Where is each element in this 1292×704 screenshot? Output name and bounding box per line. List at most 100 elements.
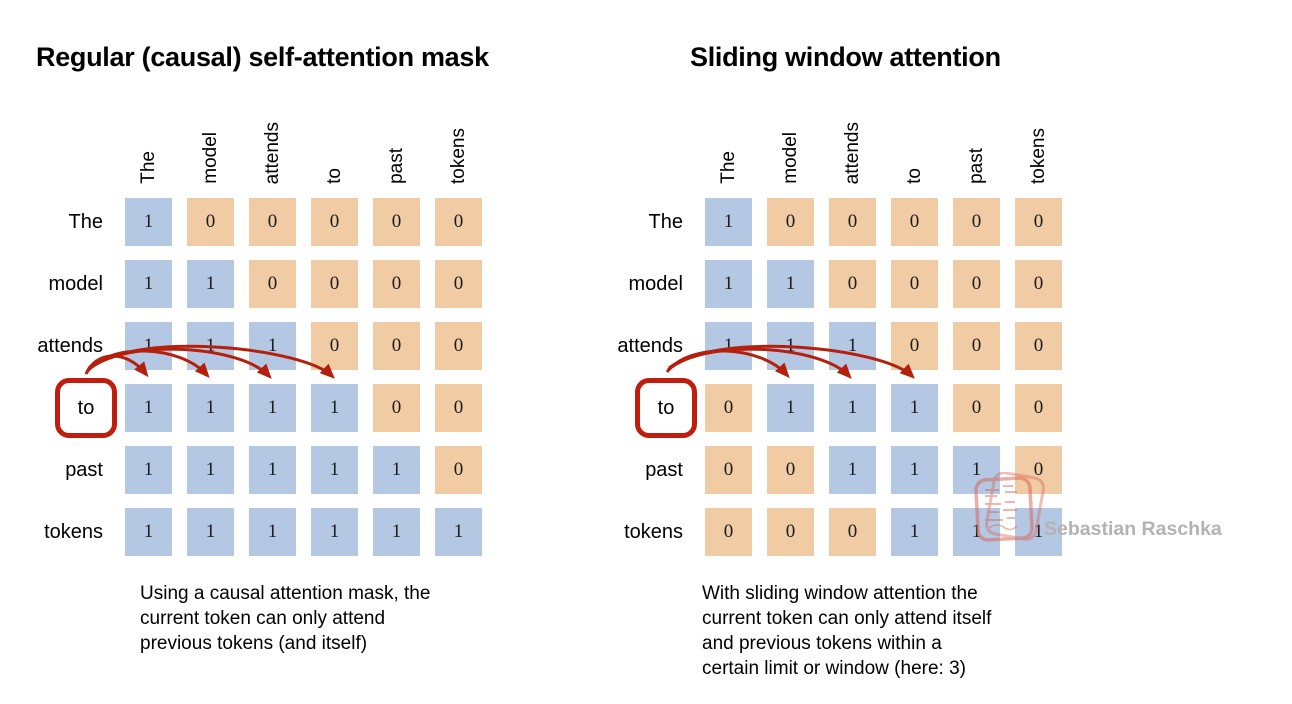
matrix-cell-sliding-r0-c0: 1 [705, 198, 752, 246]
matrix-cell-causal-r2-c5: 0 [435, 322, 482, 370]
column-header-label: attends [842, 121, 863, 184]
matrix-cell-sliding-r3-c3: 1 [891, 384, 938, 432]
matrix-cell-sliding-r0-c2: 0 [829, 198, 876, 246]
matrix-cell-causal-r1-c5: 0 [435, 260, 482, 308]
matrix-cell-sliding-r1-c2: 0 [829, 260, 876, 308]
matrix-cell-causal-r0-c5: 0 [435, 198, 482, 246]
matrix-cell-sliding-r0-c3: 0 [891, 198, 938, 246]
sliding-attention-matrix: The model attends to past tokens The 1 0 0 0 0 0 mode… [605, 89, 1062, 556]
matrix-cell-causal-r3-c4: 0 [373, 384, 420, 432]
matrix-cell-causal-r0-c1: 0 [187, 198, 234, 246]
panel-title-sliding: Sliding window attention [690, 42, 1001, 72]
matrix-cell-sliding-r0-c4: 0 [953, 198, 1000, 246]
matrix-cell-sliding-r5-c2: 0 [829, 508, 876, 556]
column-header-to: to [311, 89, 358, 184]
row-label-text: attends [37, 334, 103, 357]
publisher-stamp-logo [974, 472, 1045, 542]
column-header-model: model [187, 89, 234, 184]
column-header-label: past [966, 148, 987, 184]
matrix-cell-causal-r4-c1: 1 [187, 446, 234, 494]
matrix-cell-sliding-r3-c2: 1 [829, 384, 876, 432]
row-label-text: The [68, 210, 103, 233]
matrix-cell-sliding-r5-c1: 0 [767, 508, 814, 556]
row-label-to: to [605, 378, 697, 438]
matrix-cell-causal-r0-c2: 0 [249, 198, 296, 246]
column-header-past: past [953, 89, 1000, 184]
matrix-cell-sliding-r3-c1: 1 [767, 384, 814, 432]
column-header-attends: attends [249, 89, 296, 184]
matrix-corner-spacer [25, 89, 110, 184]
row-label-text: past [645, 458, 683, 481]
column-header-label: past [386, 148, 407, 184]
matrix-cell-sliding-r0-c5: 0 [1015, 198, 1062, 246]
matrix-cell-sliding-r1-c1: 1 [767, 260, 814, 308]
matrix-cell-causal-r1-c3: 0 [311, 260, 358, 308]
matrix-cell-sliding-r2-c3: 0 [891, 322, 938, 370]
column-header-The: The [125, 89, 172, 184]
matrix-cell-causal-r5-c2: 1 [249, 508, 296, 556]
matrix-cell-sliding-r3-c4: 0 [953, 384, 1000, 432]
row-label-attends: attends [605, 322, 690, 370]
panel-title-causal: Regular (causal) self-attention mask [36, 42, 489, 72]
matrix-cell-causal-r0-c3: 0 [311, 198, 358, 246]
matrix-cell-sliding-r2-c1: 1 [767, 322, 814, 370]
matrix-corner-spacer [605, 89, 690, 184]
matrix-cell-causal-r3-c0: 1 [125, 384, 172, 432]
matrix-cell-sliding-r4-c2: 1 [829, 446, 876, 494]
row-label-text: model [48, 272, 103, 295]
matrix-cell-sliding-r1-c5: 0 [1015, 260, 1062, 308]
caption-causal: Using a causal attention mask, the curre… [140, 583, 431, 654]
row-label-text: past [65, 458, 103, 481]
row-label-past: past [25, 446, 110, 494]
caption-sliding: With sliding window attention the curren… [702, 583, 992, 679]
row-label-tokens: tokens [605, 508, 690, 556]
matrix-cell-causal-r0-c0: 1 [125, 198, 172, 246]
row-label-to: to [25, 378, 117, 438]
matrix-cell-causal-r1-c4: 0 [373, 260, 420, 308]
matrix-cell-causal-r2-c4: 0 [373, 322, 420, 370]
column-header-label: tokens [448, 128, 469, 184]
matrix-cell-causal-r3-c1: 1 [187, 384, 234, 432]
matrix-cell-sliding-r5-c5: 1 [1015, 508, 1062, 556]
column-header-to: to [891, 89, 938, 184]
row-label-text: tokens [44, 520, 103, 543]
matrix-cell-causal-r2-c2: 1 [249, 322, 296, 370]
matrix-cell-sliding-r4-c4: 1 [953, 446, 1000, 494]
column-header-label: tokens [1028, 128, 1049, 184]
row-label-text: model [628, 272, 683, 295]
matrix-cell-sliding-r3-c0: 0 [705, 384, 752, 432]
matrix-cell-causal-r2-c1: 1 [187, 322, 234, 370]
column-header-The: The [705, 89, 752, 184]
watermark-author: Sebastian Raschka [1044, 518, 1222, 540]
row-label-tokens: tokens [25, 508, 110, 556]
matrix-cell-sliding-r2-c5: 0 [1015, 322, 1062, 370]
row-label-The: The [25, 198, 110, 246]
matrix-cell-sliding-r5-c0: 0 [705, 508, 752, 556]
column-header-label: to [324, 168, 345, 184]
matrix-cell-causal-r4-c0: 1 [125, 446, 172, 494]
matrix-cell-causal-r5-c4: 1 [373, 508, 420, 556]
matrix-cell-sliding-r1-c3: 0 [891, 260, 938, 308]
matrix-cell-causal-r2-c3: 0 [311, 322, 358, 370]
row-label-The: The [605, 198, 690, 246]
column-header-tokens: tokens [1015, 89, 1062, 184]
highlighted-token-box: to [635, 378, 697, 438]
matrix-cell-causal-r5-c0: 1 [125, 508, 172, 556]
column-header-tokens: tokens [435, 89, 482, 184]
matrix-cell-sliding-r2-c0: 1 [705, 322, 752, 370]
column-header-attends: attends [829, 89, 876, 184]
column-header-label: The [138, 151, 159, 184]
matrix-cell-causal-r4-c4: 1 [373, 446, 420, 494]
matrix-cell-causal-r5-c5: 1 [435, 508, 482, 556]
row-label-text: attends [617, 334, 683, 357]
row-label-past: past [605, 446, 690, 494]
column-header-label: attends [262, 121, 283, 184]
row-label-model: model [605, 260, 690, 308]
column-header-label: model [780, 132, 801, 184]
column-header-model: model [767, 89, 814, 184]
causal-attention-matrix: The model attends to past tokens The 1 0 0 0 0 0 mode… [25, 89, 482, 556]
row-label-text: tokens [624, 520, 683, 543]
matrix-cell-causal-r3-c5: 0 [435, 384, 482, 432]
column-header-label: to [904, 168, 925, 184]
